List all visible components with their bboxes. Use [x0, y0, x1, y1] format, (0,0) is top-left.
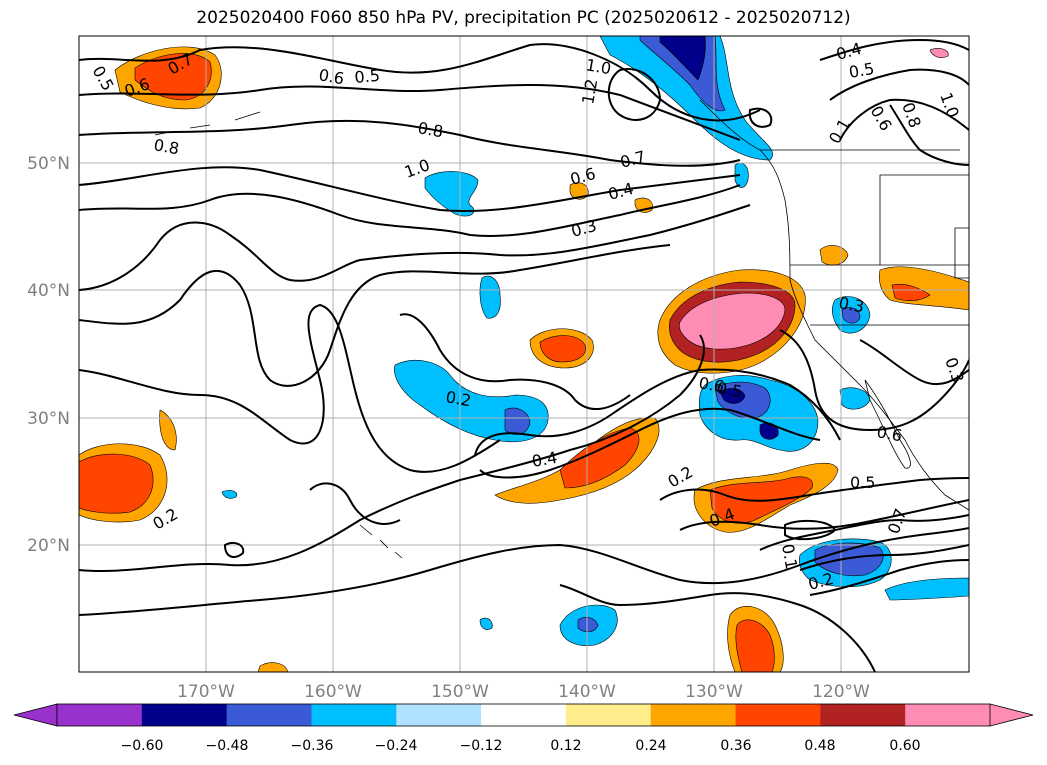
lon-label: 120°W — [812, 682, 870, 702]
latitude-labels: 50°N 40°N 30°N 20°N — [27, 154, 70, 556]
lat-label: 50°N — [27, 154, 70, 174]
colorbar-cell — [311, 704, 397, 726]
colorbar-tick: −0.36 — [291, 738, 334, 754]
colorbar-cell — [820, 704, 906, 726]
lon-label: 160°W — [304, 682, 362, 702]
colorbar-tick-labels: −0.60 −0.48 −0.36 −0.24 −0.12 0.12 0.24 … — [121, 738, 921, 754]
map-title: 2025020400 F060 850 hPa PV, precipitatio… — [196, 8, 851, 28]
colorbar-left-extension — [13, 703, 58, 727]
graticule — [79, 36, 969, 672]
colorbar-cell — [226, 704, 312, 726]
colorbar: −0.60 −0.48 −0.36 −0.24 −0.12 0.12 0.24 … — [13, 703, 1034, 754]
colorbar-cell — [650, 704, 737, 726]
coastlines — [154, 99, 969, 559]
colorbar-tick: 0.60 — [889, 738, 920, 754]
lat-label: 20°N — [27, 536, 70, 556]
lat-label: 30°N — [27, 409, 70, 429]
contour-label: 0.1 — [778, 542, 801, 570]
contour-label: 0.4 — [530, 448, 558, 471]
colorbar-tick: −0.24 — [375, 738, 418, 754]
precip-shading — [79, 36, 969, 672]
contour-label: 0.6 — [875, 422, 903, 445]
contour-label: 0.3 — [837, 293, 865, 316]
longitude-labels: 170°W 160°W 150°W 140°W 130°W 120°W — [177, 682, 870, 702]
colorbar-right-extension — [989, 703, 1034, 727]
lon-label: 150°W — [431, 682, 489, 702]
contour-label: 0.2 — [444, 387, 472, 410]
contour-label: 0.6 — [697, 373, 725, 396]
lat-label: 40°N — [27, 281, 70, 301]
contour-label: 0.6 — [317, 65, 345, 88]
pv-contours — [79, 38, 969, 672]
lon-label: 130°W — [685, 682, 743, 702]
contour-label: 1.2 — [578, 77, 601, 105]
colorbar-tick: −0.48 — [206, 738, 249, 754]
colorbar-cell — [481, 704, 567, 726]
contour-label: 0.5 — [847, 59, 875, 82]
colorbar-cell — [396, 704, 482, 726]
colorbar-cell — [565, 704, 652, 726]
colorbar-cell — [141, 704, 228, 726]
map-frame — [78, 35, 970, 673]
colorbar-tick: 0.12 — [550, 738, 581, 754]
contour-label: 0.8 — [152, 135, 180, 158]
colorbar-tick: 0.48 — [804, 738, 835, 754]
colorbar-tick: 0.24 — [635, 738, 666, 754]
lon-label: 140°W — [558, 682, 616, 702]
contour-label: 0.5 — [850, 473, 875, 492]
colorbar-cell — [905, 704, 991, 726]
contour-label: 0.5 — [715, 378, 743, 401]
colorbar-tick: −0.60 — [121, 738, 164, 754]
colorbar-cell — [735, 704, 821, 726]
colorbar-cell — [57, 704, 143, 726]
colorbar-tick: 0.36 — [720, 738, 751, 754]
contour-label: 0.8 — [416, 118, 444, 141]
contour-label: 1.0 — [584, 55, 612, 78]
lon-label: 170°W — [177, 682, 235, 702]
colorbar-tick: −0.12 — [460, 738, 503, 754]
contour-label: 0.5 — [354, 66, 381, 87]
